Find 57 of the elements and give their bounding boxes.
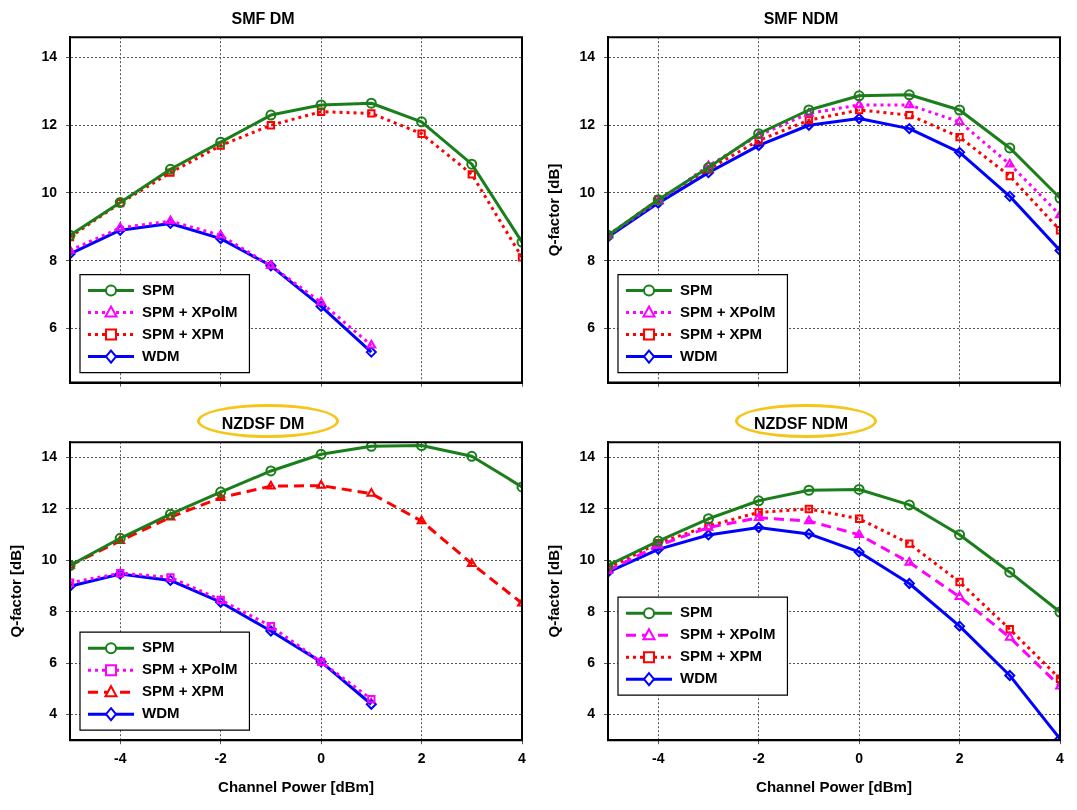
legend-label: WDM: [680, 346, 718, 364]
y-tick-label: 10: [579, 551, 596, 568]
y-tick-label: 8: [49, 602, 58, 619]
chart-title: NZDSF DM: [221, 415, 305, 433]
y-tick-label: 6: [49, 653, 58, 670]
y-tick-label: 10: [41, 183, 58, 200]
x-tick-label: -2: [214, 750, 228, 767]
legend-label: SPM: [142, 280, 175, 298]
legend-label: SPM + XPolM: [680, 302, 776, 320]
y-tick-label: 6: [49, 319, 58, 336]
y-axis-title: Q-factor [dB]: [545, 163, 563, 257]
y-tick-label: 14: [579, 48, 596, 65]
y-tick-label: 6: [587, 653, 596, 670]
chart-title: NZDSF NDM: [753, 415, 849, 433]
legend-label: SPM + XPM: [680, 647, 763, 665]
y-tick-label: 12: [41, 499, 58, 516]
y-tick-label: 10: [579, 183, 596, 200]
legend-label: SPM + XPolM: [142, 302, 238, 320]
legend-label: WDM: [142, 346, 180, 364]
y-tick-label: 12: [579, 116, 596, 133]
x-tick-label: 4: [1056, 750, 1065, 767]
y-axis-title: Q-factor [dB]: [545, 544, 563, 638]
legend-label: SPM + XPM: [680, 324, 763, 342]
y-tick-label: 14: [579, 448, 596, 465]
x-tick-label: 2: [955, 750, 964, 767]
x-tick-label: 0: [855, 750, 864, 767]
legend-label: WDM: [680, 669, 718, 687]
chart-title: SMF NDM: [763, 10, 839, 28]
y-tick-label: 8: [49, 251, 58, 268]
x-axis-title: Channel Power [dBm]: [218, 778, 374, 796]
legend-label: SPM + XPolM: [142, 660, 238, 678]
x-tick-label: 0: [317, 750, 326, 767]
legend-label: SPM + XPolM: [680, 625, 776, 643]
x-tick-label: -4: [114, 750, 127, 767]
legend-label: WDM: [142, 704, 180, 722]
y-tick-label: 6: [587, 319, 596, 336]
x-tick-label: -2: [752, 750, 766, 767]
x-tick-label: 4: [518, 750, 527, 767]
y-tick-label: 8: [587, 251, 596, 268]
legend-label: SPM + XPM: [142, 324, 225, 342]
y-tick-label: 4: [587, 705, 596, 722]
y-axis-title: Q-factor [dB]: [7, 544, 25, 638]
y-tick-label: 12: [579, 499, 596, 516]
x-tick-label: 2: [417, 750, 426, 767]
x-tick-label: -4: [652, 750, 665, 767]
y-tick-label: 14: [41, 48, 58, 65]
y-tick-label: 8: [587, 602, 596, 619]
legend-label: SPM: [680, 280, 713, 298]
legend-label: SPM: [142, 638, 175, 656]
chart-title: SMF DM: [231, 10, 295, 28]
x-axis-title: Channel Power [dBm]: [756, 778, 912, 796]
y-tick-label: 12: [41, 116, 58, 133]
y-tick-label: 14: [41, 448, 58, 465]
y-tick-label: 10: [41, 551, 58, 568]
legend-label: SPM + XPM: [142, 682, 225, 700]
legend-label: SPM: [680, 603, 713, 621]
y-tick-label: 4: [49, 705, 58, 722]
